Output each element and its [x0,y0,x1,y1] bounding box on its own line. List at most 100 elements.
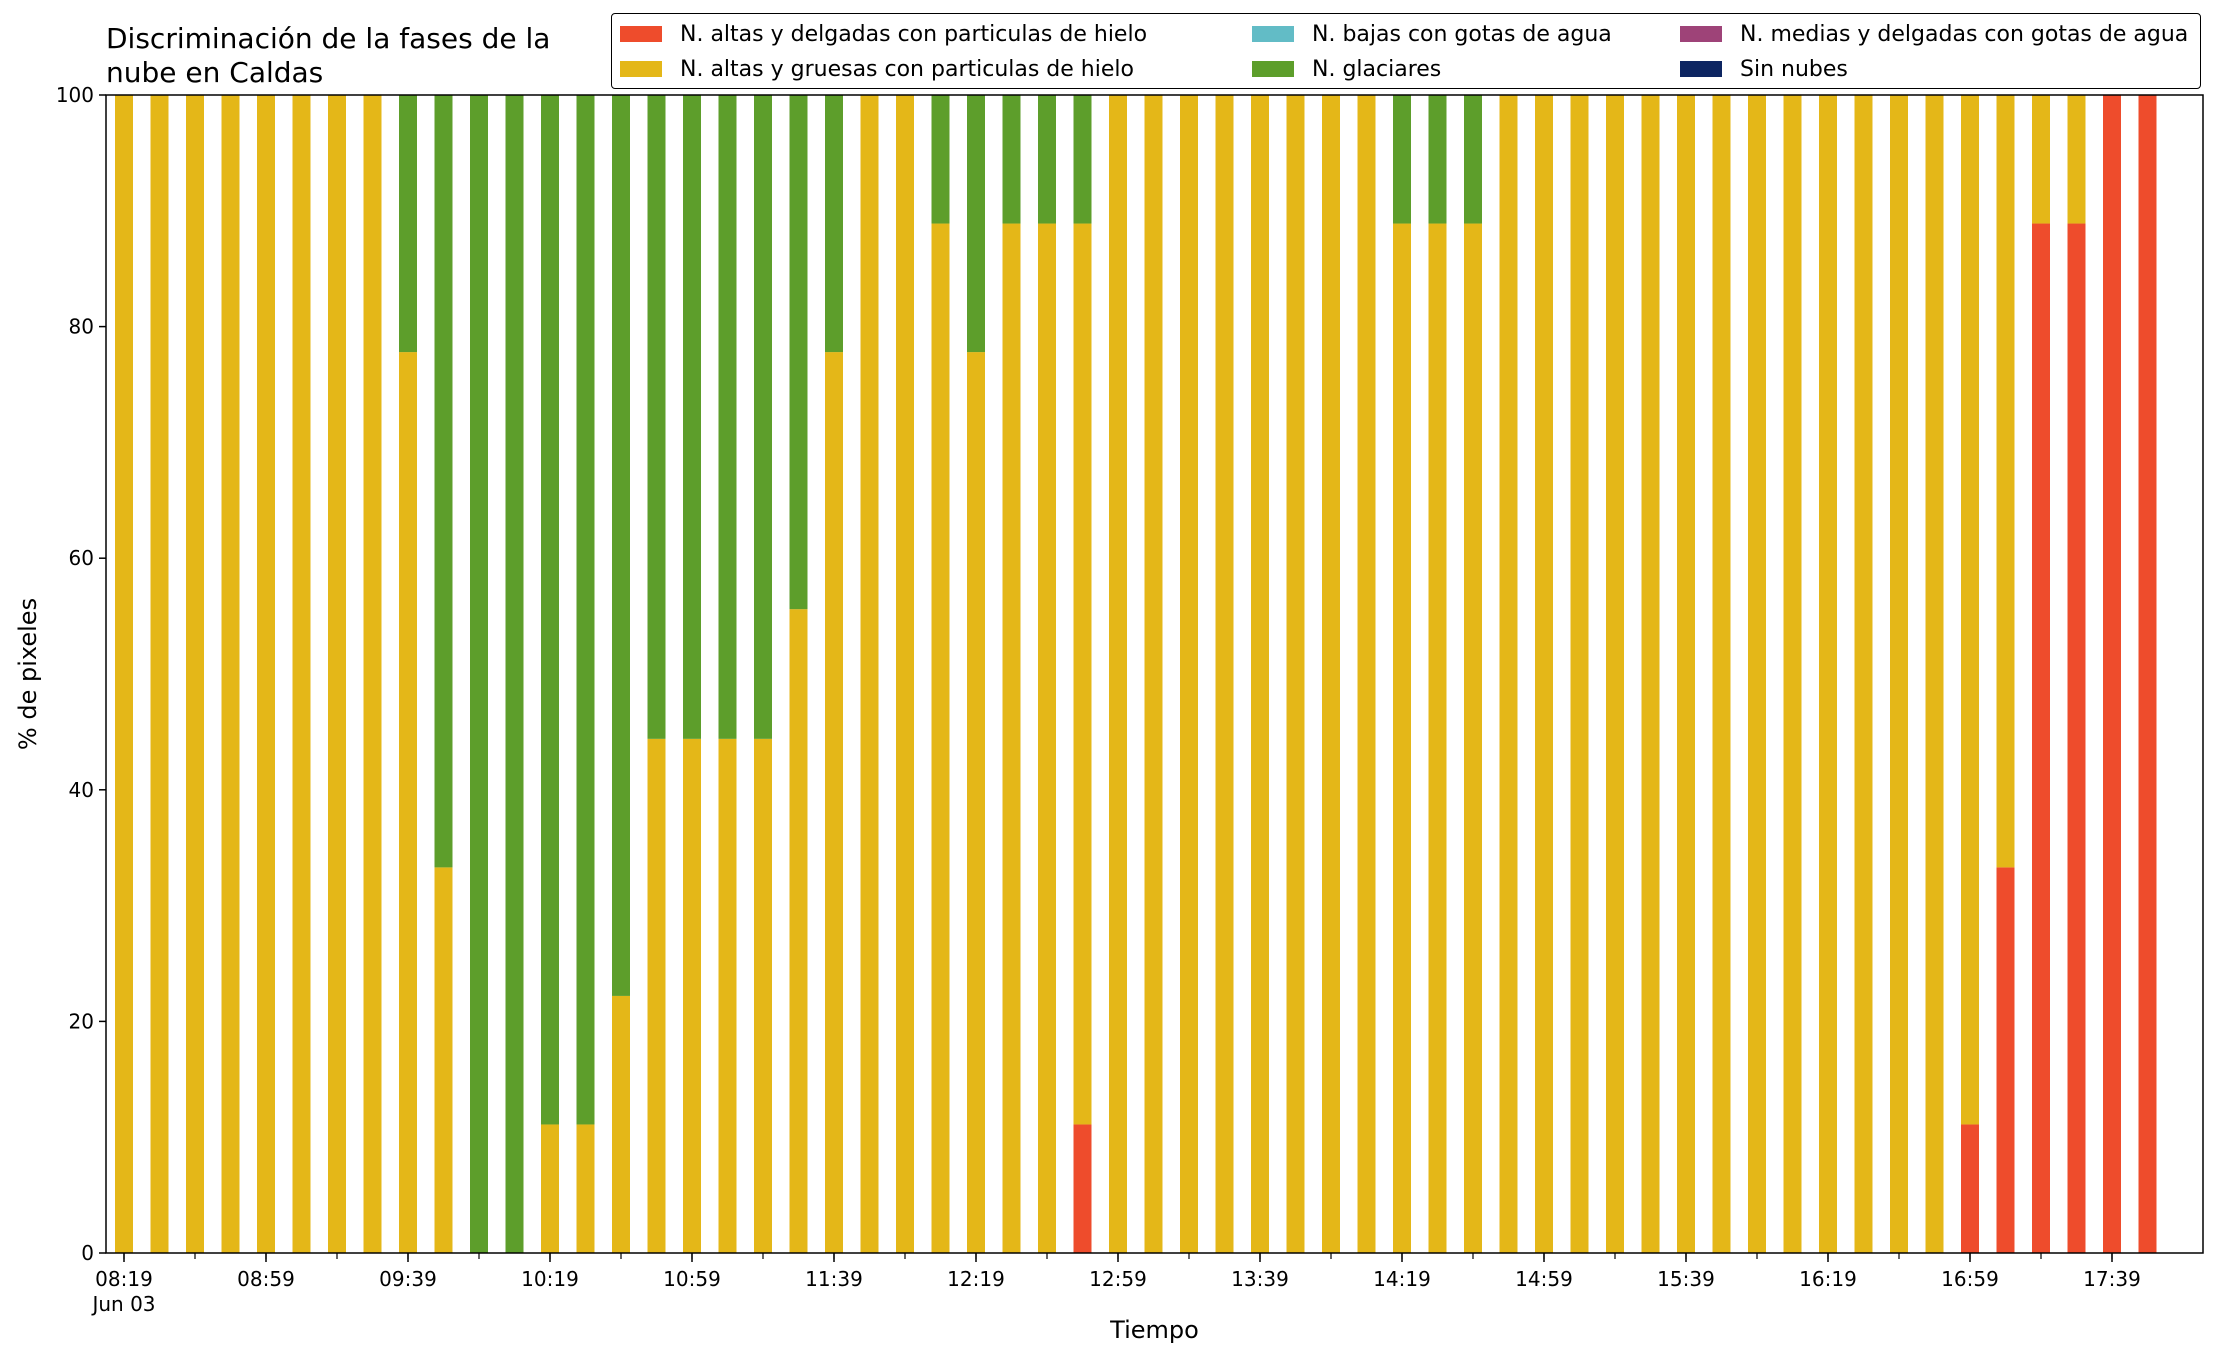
bar-segment [825,352,843,1253]
x-tick-label: 16:19 [1799,1267,1857,1291]
bar-segment [860,95,879,1253]
y-tick-label: 20 [69,1009,94,1033]
bar-segment [1464,95,1482,224]
bar-segment [1819,95,1837,1253]
bar-segment [1038,223,1056,1254]
bar-segment [541,95,559,1125]
bar-segment [1712,95,1731,1253]
bar-segment [1073,95,1092,224]
bar-segment [576,95,595,1125]
bar-segment [1073,223,1092,1125]
bar-segment [2032,223,2050,1254]
y-tick-label: 100 [56,83,94,107]
x-tick-label: 15:39 [1657,1267,1715,1291]
x-tick-label: 10:19 [521,1267,579,1291]
bar-segment [1748,95,1766,1253]
bar-segment [541,1124,559,1253]
legend-label: N. glaciares [1312,56,1442,82]
bar-segment [931,95,950,224]
bar-segment [1144,95,1163,1253]
bar-segment [186,95,204,1253]
legend-item: N. altas y gruesas con particulas de hie… [620,54,1134,84]
x-tick-label: 11:39 [805,1267,863,1291]
plot-frame [105,94,2204,1254]
y-tick-label: 40 [69,778,94,802]
x-tick-label: 08:19 [95,1267,153,1291]
bar-segment [221,95,240,1253]
bar-segment [754,738,772,1253]
bar-segment [825,95,843,353]
bar-segment [967,95,985,353]
y-tick-label: 60 [69,546,94,570]
bar-segment [1783,95,1802,1253]
bar-segment [789,95,808,610]
bar-segment [1322,95,1340,1253]
bar-segment [718,95,737,739]
x-tick-label: 14:19 [1373,1267,1431,1291]
bar-segment [1428,95,1447,224]
bar-segment [1109,95,1127,1253]
bar-segment [1002,223,1021,1254]
bar-segment [292,95,311,1253]
legend-swatch [1680,61,1722,77]
bar-segment [967,352,985,1253]
x-axis: 08:19 08:59 09:39 10:19 10:59 11:39 12:19 12:59… [90,1253,2141,1316]
bar-segment [1641,95,1660,1253]
bar-segment [647,95,666,739]
y-axis-label: % de pixeles [14,598,42,750]
x-tick-label: 10:59 [663,1267,721,1291]
legend-item: N. altas y delgadas con particulas de hi… [620,19,1147,49]
bar-segment [434,867,453,1253]
chart-title-line-2: nube en Caldas [106,56,324,89]
x-tick-label: 12:59 [1089,1267,1147,1291]
x-tick-label: 17:39 [2083,1267,2141,1291]
bar-segment [1251,95,1269,1253]
bar-segment [399,95,417,353]
bar-segment [1215,95,1234,1253]
bar-segment [505,95,524,1253]
legend-item: N. glaciares [1252,54,1441,84]
x-tick-label: 16:59 [1941,1267,1999,1291]
bar-segment [1180,95,1198,1253]
bars-group [115,95,2157,1254]
bar-segment [1570,95,1589,1253]
bar-segment [896,95,914,1253]
bar-segment [150,95,169,1253]
bar-segment [1073,1124,1092,1253]
legend: N. altas y delgadas con particulas de hi… [611,13,2201,89]
legend-label: N. altas y gruesas con particulas de hie… [680,56,1134,82]
bar-segment [2138,95,2157,1253]
x-tick-label: 12:19 [947,1267,1005,1291]
legend-swatch [1680,26,1722,42]
bar-segment [1464,223,1482,1254]
bar-segment [2103,95,2121,1253]
bar-segment [1393,223,1411,1254]
bar-segment [576,1124,595,1253]
x-tick-label: 09:39 [379,1267,437,1291]
bar-segment [1535,95,1553,1253]
legend-label: N. bajas con gotas de agua [1312,21,1612,47]
bar-segment [257,95,275,1253]
bar-segment [1286,95,1305,1253]
bar-segment [434,95,453,868]
bar-segment [1961,1124,1979,1253]
chart-title: Discriminación de la fases de la nube en… [106,22,550,90]
bar-segment [1996,95,2015,868]
bar-segment [1357,95,1376,1253]
bar-segment [612,995,630,1253]
legend-swatch [620,26,662,42]
bar-segment [789,609,808,1253]
bar-segment [718,738,737,1253]
bar-segment [1428,223,1447,1254]
bar-segment [328,95,346,1253]
bar-segment [2032,95,2050,224]
y-tick-label: 0 [81,1241,94,1265]
bar-segment [1038,95,1056,224]
bar-segment [2067,95,2086,224]
x-date-label: Jun 03 [90,1292,155,1316]
bar-segment [1854,95,1873,1253]
legend-item: N. bajas con gotas de agua [1252,19,1612,49]
y-axis: 0 20 40 60 80 100 [56,83,106,1265]
x-axis-label: Tiempo [1109,1316,1199,1344]
